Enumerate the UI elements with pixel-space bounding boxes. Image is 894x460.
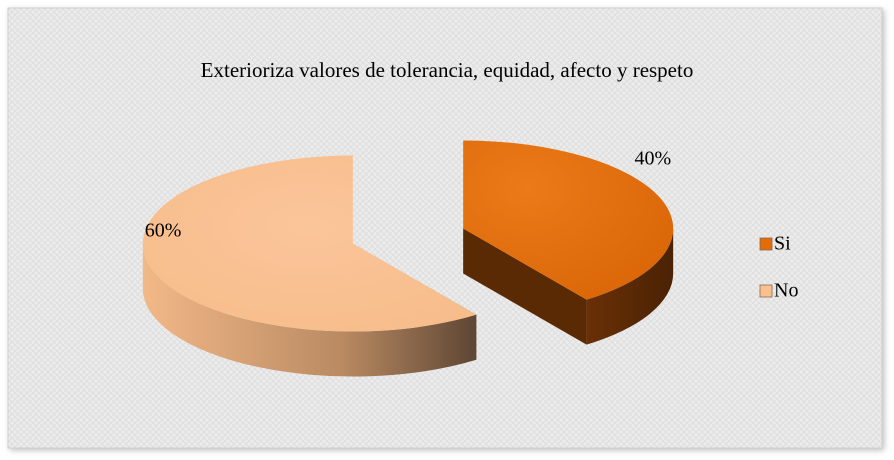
legend-label: No	[774, 280, 798, 302]
slice-face	[463, 228, 587, 345]
chart-title: Exterioriza valores de tolerancia, equid…	[201, 58, 694, 82]
legend-swatch	[759, 237, 773, 251]
pie-slice	[463, 140, 674, 345]
legend-swatch	[759, 284, 773, 298]
pie-slice	[142, 155, 477, 377]
data-label: 60%	[145, 220, 182, 242]
legend: Si No	[759, 233, 798, 302]
slice-wall	[142, 243, 477, 377]
slice-top	[463, 140, 674, 300]
data-label: 40%	[635, 148, 672, 170]
slice-top	[142, 155, 477, 332]
pie: 40% 60%	[142, 140, 674, 377]
slice-wall	[586, 228, 674, 345]
legend-label: Si	[774, 233, 791, 255]
